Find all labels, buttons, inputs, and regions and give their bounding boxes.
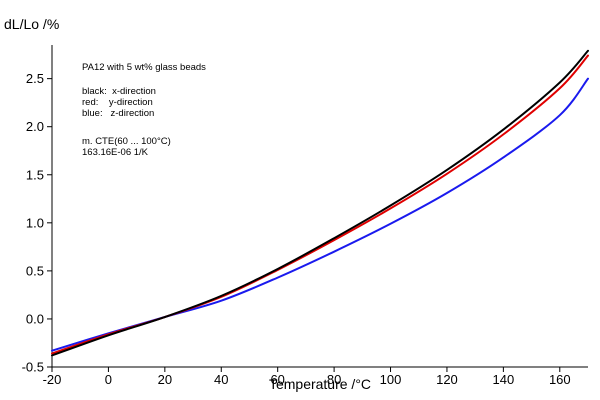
y-tick-label: -0.5 bbox=[22, 360, 44, 375]
annotation-red-direction: red: y-direction bbox=[82, 97, 153, 108]
annotation-material: PA12 with 5 wt% glass beads bbox=[82, 62, 206, 73]
annotation-cte-value: 163.16E-06 1/K bbox=[82, 147, 149, 158]
x-tick-label: 120 bbox=[436, 372, 458, 387]
x-tick-label: 40 bbox=[214, 372, 228, 387]
x-axis-title: Temperature /°C bbox=[269, 376, 371, 392]
y-tick-label: 1.5 bbox=[26, 167, 44, 182]
annotation-block: PA12 with 5 wt% glass beads black: x-dir… bbox=[82, 62, 206, 158]
y-axis-title: dL/Lo /% bbox=[4, 16, 59, 32]
series-line-blue bbox=[51, 77, 589, 352]
y-axis-ticks: -0.5 0.0 0.5 1.0 1.5 2.0 2.5 bbox=[22, 71, 52, 375]
annotation-cte-range: m. CTE(60 ... 100°C) bbox=[82, 136, 171, 147]
y-tick-label: 2.5 bbox=[26, 71, 44, 86]
annotation-blue-direction: blue: z-direction bbox=[82, 108, 154, 119]
series-layer bbox=[51, 49, 589, 357]
annotation-black-direction: black: x-direction bbox=[82, 86, 156, 97]
y-tick-label: 1.0 bbox=[26, 215, 44, 230]
series-line-black bbox=[51, 49, 589, 357]
x-tick-label: 100 bbox=[380, 372, 402, 387]
x-axis-ticks: -20 0 20 40 60 80 100 120 140 160 bbox=[43, 367, 571, 387]
x-tick-label: 0 bbox=[105, 372, 112, 387]
y-tick-label: 0.5 bbox=[26, 263, 44, 278]
x-tick-label: -20 bbox=[43, 372, 62, 387]
x-tick-label: 140 bbox=[493, 372, 515, 387]
x-tick-label: 80 bbox=[327, 372, 341, 387]
x-tick-label: 60 bbox=[270, 372, 284, 387]
y-tick-label: 2.0 bbox=[26, 119, 44, 134]
x-tick-label: 20 bbox=[158, 372, 172, 387]
x-tick-label: 160 bbox=[549, 372, 571, 387]
y-tick-label: 0.0 bbox=[26, 311, 44, 326]
